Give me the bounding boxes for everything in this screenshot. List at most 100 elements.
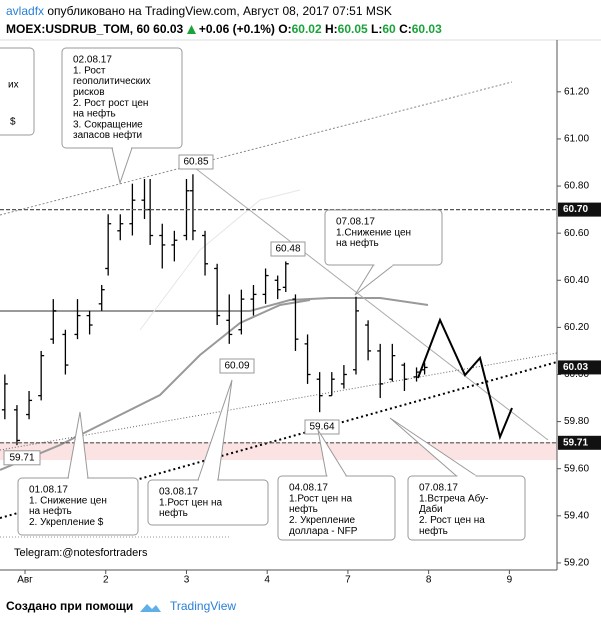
- h-label: H:: [325, 22, 338, 36]
- price-label-box: [270, 241, 306, 257]
- callout-text: 2. Укрепление: [289, 515, 355, 526]
- symbol: MOEX:USDRUB_TOM, 60: [6, 22, 150, 36]
- callout-text: нефть: [289, 503, 318, 515]
- callout-text: 3. Сокращение: [73, 119, 143, 130]
- y-tick-label: 59.20: [564, 558, 589, 569]
- last-price-label: 60.03: [563, 362, 588, 373]
- level-label: 60.70: [563, 204, 588, 215]
- callout-text: 1. Рост: [73, 65, 106, 76]
- level-label-left: 59.71: [9, 452, 34, 463]
- callout-text: геополитических: [73, 76, 151, 87]
- note: Telegram:@notesfortraders: [14, 547, 148, 559]
- l-label: L:: [371, 22, 383, 36]
- callout-text: запасов нефти: [73, 129, 142, 141]
- last-price-box: [558, 360, 601, 375]
- callout-text: $: [10, 117, 16, 128]
- callout-text: нефть: [419, 525, 448, 537]
- c-label: C:: [399, 22, 412, 36]
- trend-line: [194, 167, 549, 441]
- callout-text: их: [8, 80, 19, 91]
- callout-text: 07.08.17: [336, 217, 375, 228]
- published: опубликовано на TradingView.com, Август …: [47, 4, 392, 18]
- callout-text: 1.Рост цен на: [289, 493, 352, 504]
- projection: [417, 317, 513, 441]
- drawings: [0, 81, 557, 538]
- callout-text: Даби: [419, 503, 443, 515]
- price-label: 59.64: [309, 422, 334, 433]
- y-tick-label: 59.80: [564, 416, 589, 427]
- callout-text: рисков: [73, 87, 105, 98]
- x-tick-label: 3: [184, 575, 190, 586]
- y-tick-label: 59.60: [564, 463, 589, 474]
- x-tick-label: 7: [345, 575, 351, 586]
- level-box-left: [3, 450, 41, 466]
- callout-text: нефть: [159, 507, 188, 519]
- x-tick-label: Авг: [17, 575, 33, 586]
- open: 60.02: [291, 22, 322, 36]
- x-tick-label: 9: [507, 575, 513, 586]
- price-label-box: [219, 358, 255, 374]
- callout-text: 1.Снижение цен: [336, 227, 411, 238]
- price-label: 60.48: [275, 244, 300, 255]
- callout-text: на нефть: [73, 108, 116, 120]
- close: 60.03: [411, 22, 442, 36]
- price-label-box: [304, 419, 340, 435]
- callout-text: доллара - NFP: [289, 526, 358, 537]
- callout-text: 02.08.17: [73, 55, 112, 66]
- level-box: [558, 435, 601, 450]
- y-tick-label: 61.00: [564, 134, 589, 145]
- y-tick-label: 60.20: [564, 322, 589, 333]
- callout-text: 1. Снижение цен: [29, 495, 107, 506]
- callout-text: на нефть: [336, 237, 379, 249]
- callout-text: 04.08.17: [289, 483, 328, 494]
- callout-text: 1.Встреча Абу-: [419, 492, 488, 504]
- y-tick-label: 59.40: [564, 510, 589, 521]
- trend-line: [0, 352, 557, 451]
- change: +0.06 (+0.1%): [198, 22, 275, 36]
- bars: [1, 174, 428, 446]
- o-label: O:: [278, 22, 292, 36]
- last: 60.03: [153, 22, 184, 36]
- callout-pointer: [317, 429, 347, 477]
- callout-text: на нефть: [29, 505, 72, 517]
- brand[interactable]: TradingView: [170, 599, 236, 613]
- trend-line: [0, 81, 513, 216]
- y-tick-label: 61.20: [564, 86, 589, 97]
- price-label: 60.09: [224, 361, 249, 372]
- low: 60: [382, 22, 396, 36]
- y-tick-label: 60.00: [564, 369, 589, 380]
- moving-average: [139, 189, 301, 331]
- moving-average: [0, 297, 429, 312]
- x-tick-label: 8: [426, 575, 432, 586]
- high: 60.05: [337, 22, 368, 36]
- callout-text: 01.08.17: [29, 485, 68, 496]
- level-label: 59.71: [563, 437, 588, 448]
- zone: [0, 442, 557, 460]
- callout-text: 2. Укрепление $: [29, 517, 104, 528]
- y-tick-label: 60.60: [564, 228, 589, 239]
- callout-pointer: [197, 379, 233, 481]
- callout-box: [0, 47, 35, 136]
- callout-text: 2. Рост рост цен: [73, 98, 148, 109]
- moving-average: [0, 299, 311, 471]
- callout-pointer: [111, 147, 133, 185]
- callout-pointer: [354, 264, 394, 296]
- callout-pointer: [389, 417, 477, 477]
- callout-text: 2. Рост цен на: [419, 515, 485, 526]
- up-arrow: [186, 25, 196, 34]
- y-tick-label: 60.80: [564, 181, 589, 192]
- price-label-box: [178, 154, 214, 170]
- y-tick-label: 60.40: [564, 275, 589, 286]
- publisher[interactable]: avladfx: [6, 4, 45, 18]
- callout-text: 07.08.17: [419, 483, 458, 494]
- callout-text: 1.Рост цен на: [159, 497, 222, 508]
- header-line-2: MOEX:USDRUB_TOM, 60 60.03 +0.06 (+0.1%) …: [6, 20, 442, 38]
- callout-pointer: [67, 411, 89, 479]
- header-line-1: avladfx опубликовано на TradingView.com,…: [6, 2, 442, 20]
- x-tick-label: 4: [264, 575, 270, 586]
- made-with: Создано при помощи: [6, 599, 133, 613]
- logo: [140, 604, 161, 612]
- header: avladfx опубликовано на TradingView.com,…: [6, 2, 442, 38]
